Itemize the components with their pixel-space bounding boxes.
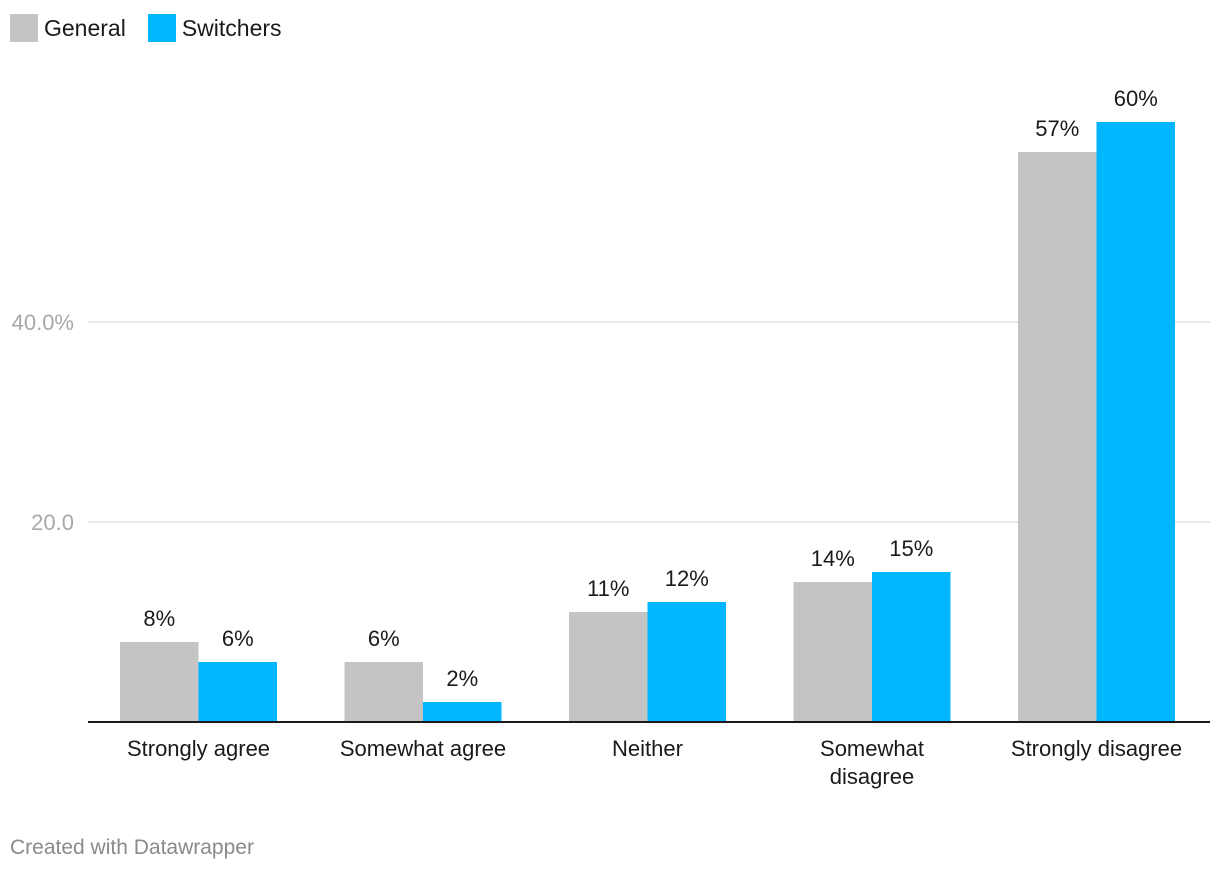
x-tick-label-0-0: Strongly agree [127, 736, 270, 761]
value-label-general-3: 14% [811, 546, 855, 571]
value-label-general-4: 57% [1035, 116, 1079, 141]
bar-switchers-2 [647, 602, 726, 722]
legend-swatch-general [10, 14, 38, 42]
y-tick-label-1: 40.0% [12, 310, 74, 335]
value-label-switchers-1: 2% [446, 666, 478, 691]
value-label-general-0: 8% [143, 606, 175, 631]
value-label-switchers-3: 15% [889, 536, 933, 561]
bar-general-2 [569, 612, 648, 722]
legend-label-switchers: Switchers [181, 14, 282, 41]
bar-general-0 [120, 642, 199, 722]
value-label-general-2: 11% [587, 576, 629, 601]
y-tick-label-0: 20.0 [31, 510, 74, 535]
legend-item-switchers: Switchers [147, 14, 282, 42]
x-tick-label-1-0: Somewhat agree [340, 736, 506, 761]
bar-switchers-1 [423, 702, 502, 722]
value-label-general-1: 6% [368, 626, 400, 651]
legend: General Switchers [10, 14, 304, 42]
x-tick-label-3-0: Somewhat [820, 736, 924, 761]
value-label-switchers-4: 60% [1114, 86, 1158, 111]
x-tick-label-4-0: Strongly disagree [1011, 736, 1182, 761]
legend-swatch-switchers [147, 14, 176, 42]
x-tick-label-2-0: Neither [612, 736, 683, 761]
bar-general-1 [344, 662, 423, 722]
bar-general-4 [1018, 152, 1097, 722]
credit-text: Created with Datawrapper [10, 836, 254, 859]
legend-item-general: General [10, 14, 126, 42]
bar-switchers-0 [198, 662, 277, 722]
value-label-switchers-2: 12% [665, 566, 709, 591]
bar-general-3 [793, 582, 872, 722]
legend-label-general: General [44, 14, 126, 41]
bar-switchers-3 [872, 572, 951, 722]
bar-switchers-4 [1096, 122, 1175, 722]
x-tick-label-3-1: disagree [830, 764, 914, 789]
value-label-switchers-0: 6% [222, 626, 254, 651]
